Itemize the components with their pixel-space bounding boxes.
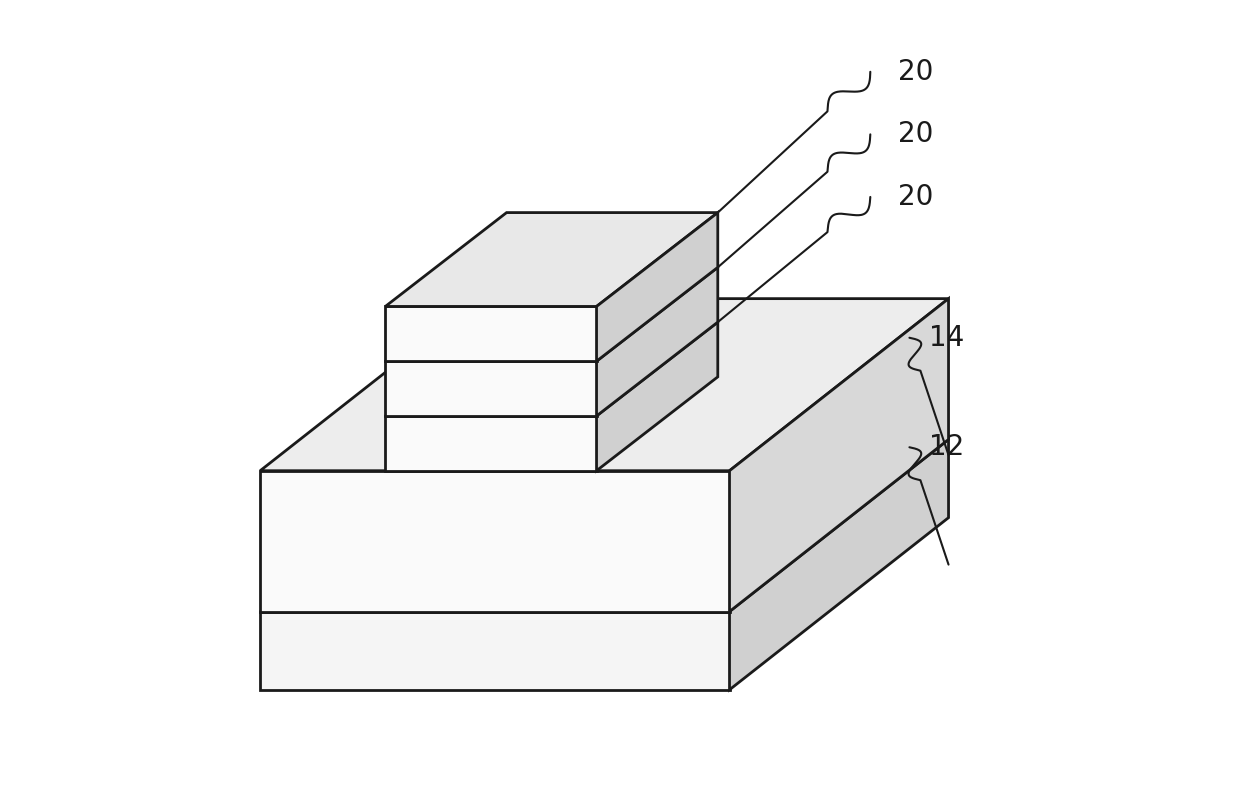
Polygon shape xyxy=(386,268,718,361)
Polygon shape xyxy=(260,440,949,612)
Polygon shape xyxy=(596,322,718,471)
Polygon shape xyxy=(386,416,596,471)
Polygon shape xyxy=(386,213,718,306)
Text: 12: 12 xyxy=(929,433,965,462)
Polygon shape xyxy=(729,298,949,612)
Text: 20: 20 xyxy=(898,120,932,148)
Polygon shape xyxy=(386,306,596,361)
Text: 20: 20 xyxy=(898,183,932,211)
Text: 20: 20 xyxy=(898,58,932,86)
Polygon shape xyxy=(260,471,729,612)
Polygon shape xyxy=(260,298,949,471)
Polygon shape xyxy=(596,268,718,416)
Polygon shape xyxy=(260,612,729,690)
Text: 14: 14 xyxy=(929,323,965,352)
Polygon shape xyxy=(386,361,596,416)
Polygon shape xyxy=(386,322,718,416)
Polygon shape xyxy=(596,213,718,361)
Polygon shape xyxy=(729,440,949,690)
